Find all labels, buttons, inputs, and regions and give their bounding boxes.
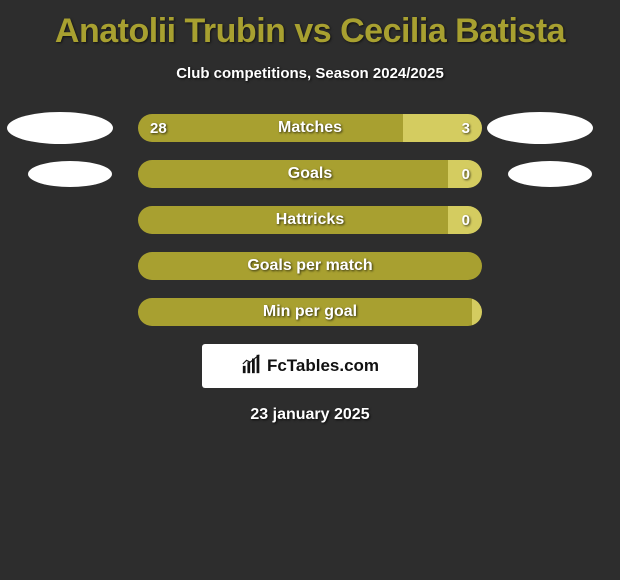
- subtitle: Club competitions, Season 2024/2025: [0, 65, 620, 82]
- player-right-avatar: [487, 112, 593, 144]
- stat-bar-right-fill: [472, 298, 482, 326]
- stat-bar: Goals0: [138, 160, 482, 188]
- stat-bar-left-fill: [138, 252, 482, 280]
- stat-bar-left-value: 28: [150, 114, 167, 142]
- source-logo-text: FcTables.com: [267, 356, 379, 376]
- stat-bar-right-value: 0: [462, 160, 470, 188]
- stat-bar: Hattricks0: [138, 206, 482, 234]
- player-left-avatar: [28, 161, 112, 187]
- stat-bar: Goals per match: [138, 252, 482, 280]
- page-title: Anatolii Trubin vs Cecilia Batista: [0, 0, 620, 51]
- stat-bar-left-fill: [138, 298, 472, 326]
- stat-bar-right-fill: [403, 114, 482, 142]
- stat-bar-left-fill: [138, 114, 403, 142]
- snapshot-date: 23 january 2025: [0, 406, 620, 424]
- comparison-bars: Matches283Goals0Hattricks0Goals per matc…: [0, 114, 620, 326]
- stat-bar-right-value: 0: [462, 206, 470, 234]
- stat-bar: Matches283: [138, 114, 482, 142]
- chart-icon: [241, 353, 263, 380]
- stat-bar: Min per goal: [138, 298, 482, 326]
- source-logo-box: FcTables.com: [202, 344, 418, 388]
- stat-bar-right-value: 3: [462, 114, 470, 142]
- player-left-avatar: [7, 112, 113, 144]
- stat-bar-left-fill: [138, 206, 448, 234]
- stat-bar-left-fill: [138, 160, 448, 188]
- player-right-avatar: [508, 161, 592, 187]
